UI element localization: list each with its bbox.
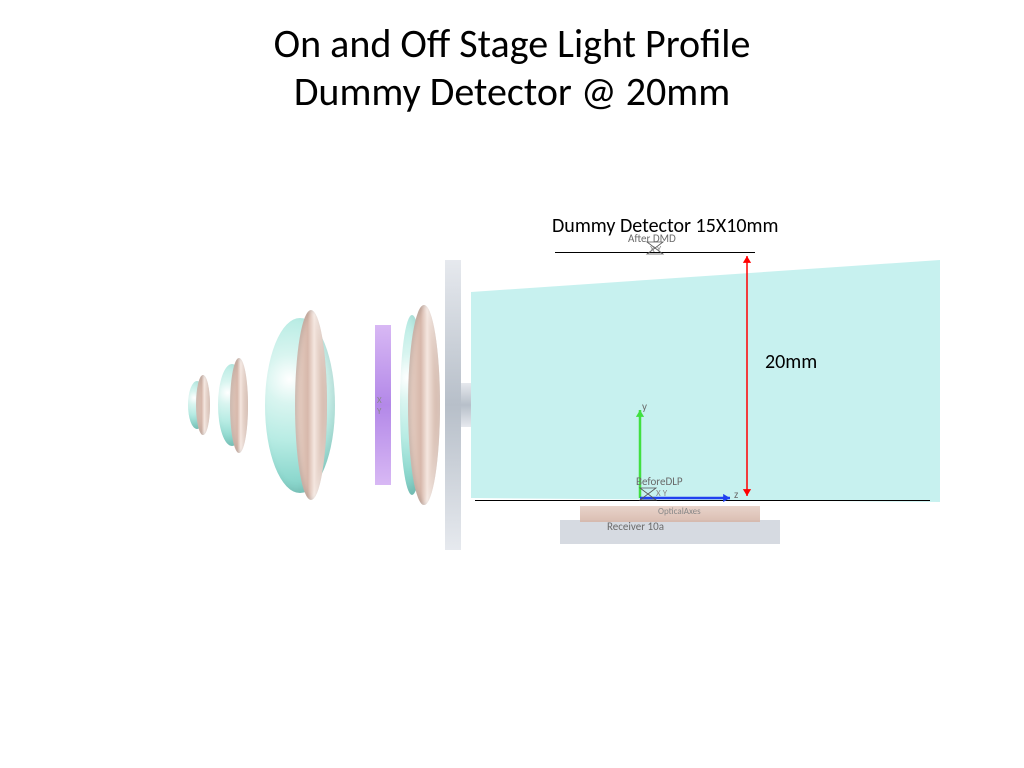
z-axis-label: z: [734, 488, 738, 501]
lens-ring: [196, 375, 210, 435]
lens-3: [295, 310, 327, 500]
slide-title: On and Off Stage Light Profile Dummy Det…: [0, 20, 1024, 116]
lens-ring: [295, 310, 327, 500]
lens-1: [196, 375, 210, 435]
mirror-plate: [445, 260, 461, 550]
lens-2: [230, 358, 248, 453]
plate-xy-label: XY: [377, 395, 382, 417]
optical-diagram: XYDummy Detector 15X10mm20mmAfter DMDBef…: [0, 200, 1024, 630]
plate-tab: [461, 383, 471, 427]
lens-ring: [230, 358, 248, 453]
slide: On and Off Stage Light Profile Dummy Det…: [0, 0, 1024, 768]
light-cone: [471, 260, 940, 502]
lens-ring: [408, 305, 440, 505]
optical-axes-label: OpticalAxes: [658, 506, 701, 517]
lens-4: [408, 305, 440, 505]
title-line-2: Dummy Detector @ 20mm: [294, 67, 730, 116]
baseline: [475, 500, 930, 501]
y-axis-label: y: [642, 400, 647, 413]
baseline-xy-label: X Y: [656, 488, 667, 499]
title-line-1: On and Off Stage Light Profile: [274, 19, 751, 68]
receiver-base: [560, 520, 780, 544]
detector-xy-label: X Y: [650, 244, 661, 255]
receiver-label: Receiver 10a: [607, 520, 664, 533]
before-dlp-label: BeforeDLP: [636, 475, 683, 488]
distance-label: 20mm: [765, 350, 817, 374]
